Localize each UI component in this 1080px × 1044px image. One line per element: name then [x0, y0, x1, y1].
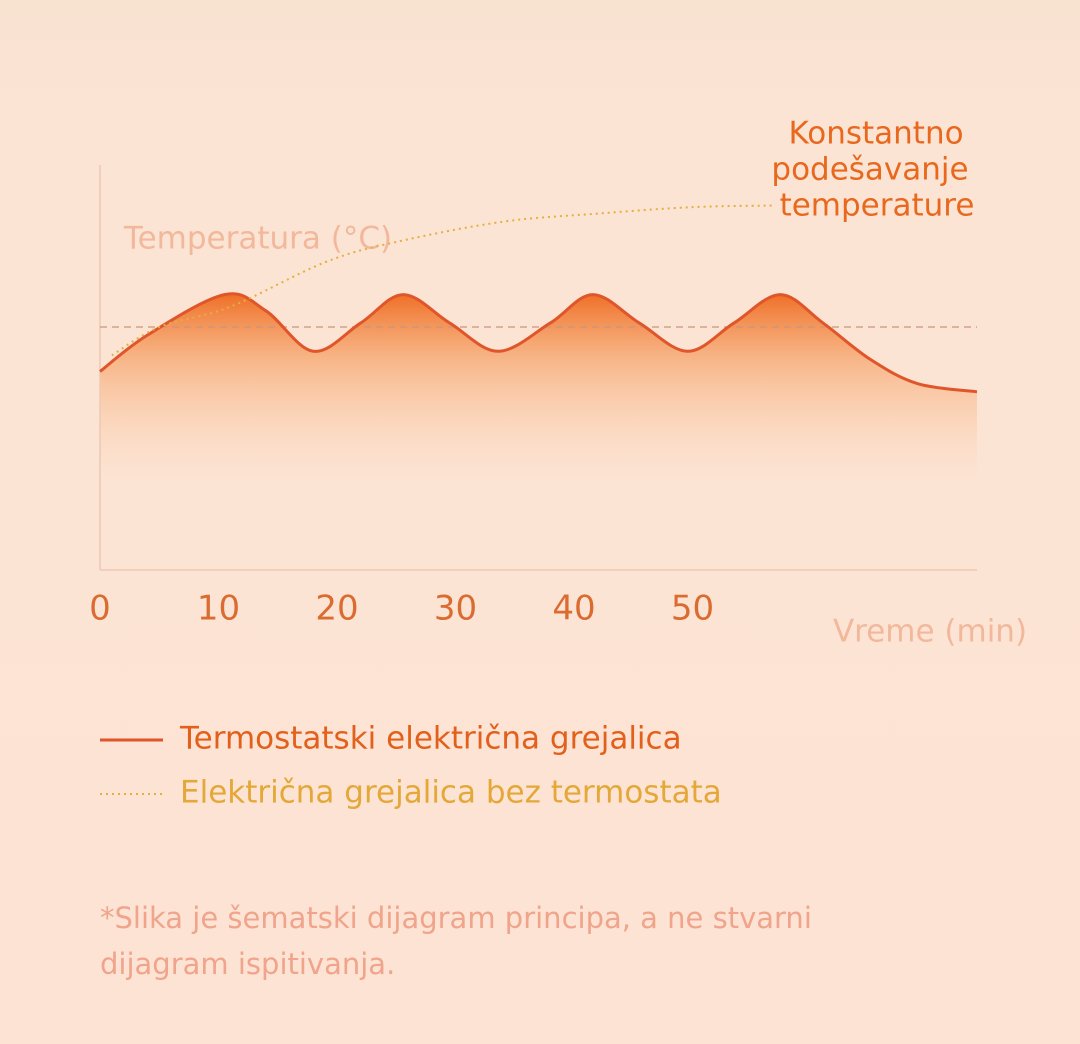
curve-fill: [100, 293, 977, 570]
x-tick-label: 40: [552, 589, 595, 629]
y-axis-label: Temperatura (°C): [123, 221, 392, 257]
legend-label: Električna grejalica bez termostata: [180, 775, 722, 811]
annotation: Konstantno: [788, 116, 963, 152]
x-tick-label: 10: [197, 589, 240, 629]
x-tick-label: 20: [315, 589, 358, 629]
annotation: temperature: [780, 188, 975, 224]
x-tick-label: 0: [89, 589, 111, 629]
series-line: [99, 292, 978, 394]
footnote: *Slika je šematski dijagram principa, a …: [100, 901, 812, 981]
series-line: [111, 204, 776, 357]
x-axis-label: Vreme (min): [833, 614, 1027, 650]
x-tick-label: 50: [671, 589, 714, 629]
x-tick-label: 30: [434, 589, 477, 629]
legend-label: Termostatski električna grejalica: [179, 721, 682, 757]
annotation: podešavanje: [771, 152, 968, 188]
